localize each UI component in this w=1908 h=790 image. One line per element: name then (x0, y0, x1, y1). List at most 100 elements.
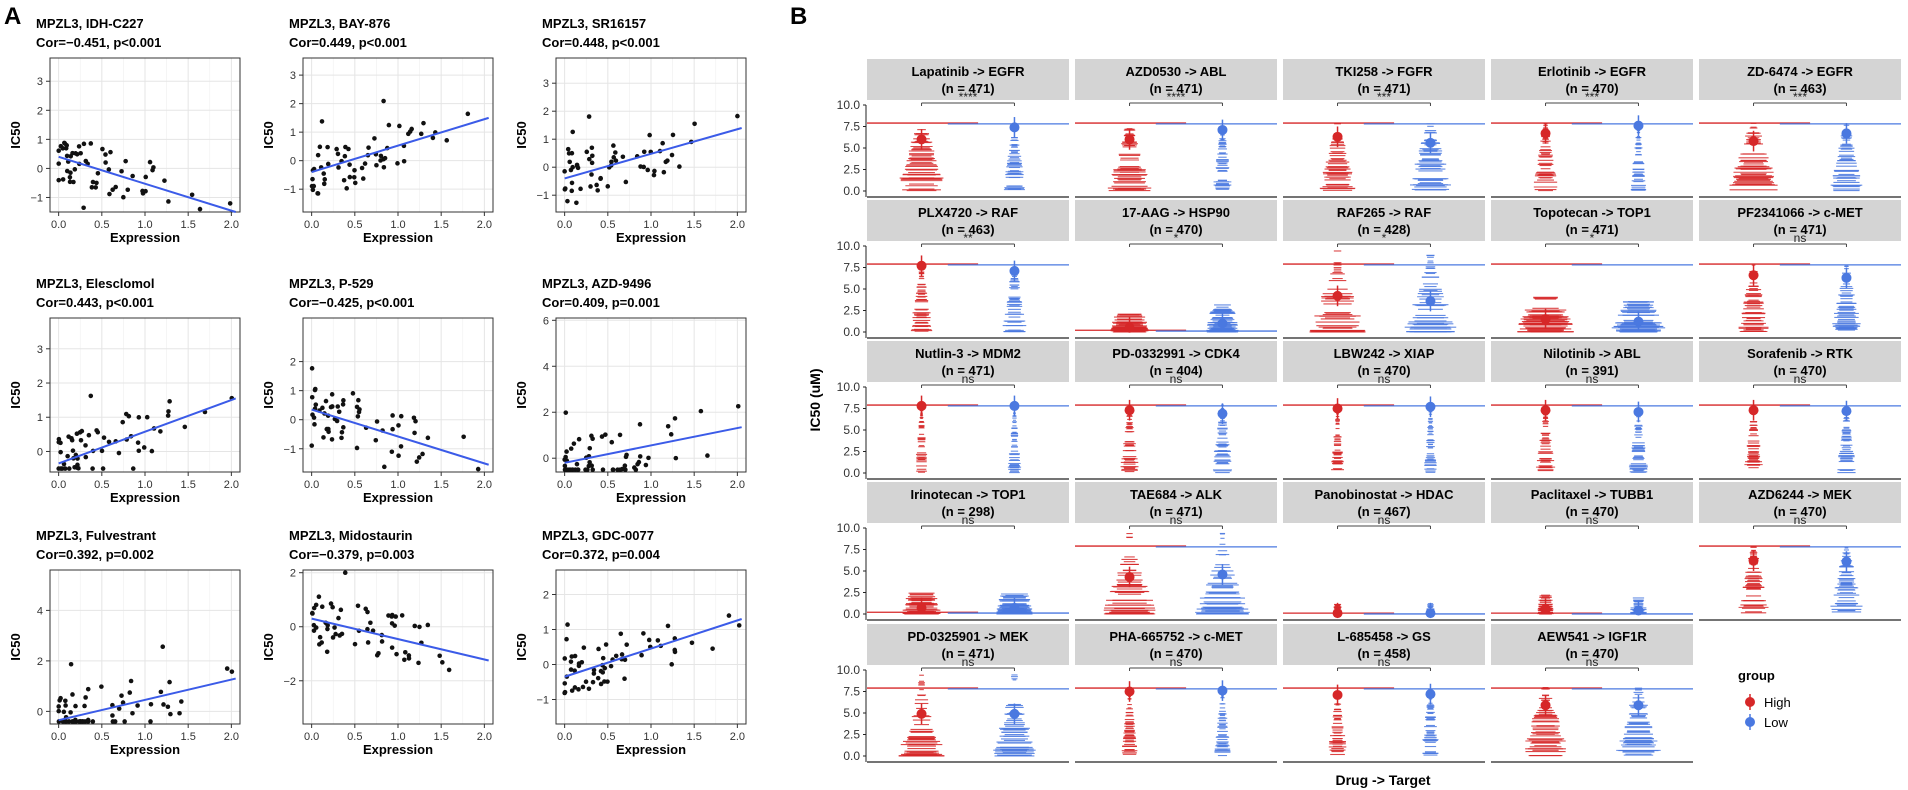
data-point (608, 663, 614, 669)
facet-strip (867, 341, 1069, 382)
x-tick-label: 0.5 (600, 219, 615, 231)
y-tick-label: 2 (290, 568, 296, 580)
data-point (440, 660, 445, 665)
mean-point-high (1124, 322, 1135, 333)
y-tick-label: −1 (283, 444, 296, 456)
drug-facet: Panobinostat -> HDAC (n = 467)ns (1283, 482, 1485, 621)
data-point (72, 465, 77, 470)
x-tick-label: 0.0 (304, 219, 319, 231)
data-point (339, 631, 345, 637)
data-point (446, 667, 452, 673)
facet-n-label: (n = 470) (1773, 504, 1826, 519)
data-point (705, 453, 710, 458)
data-point (569, 688, 575, 693)
y-tick-label: 3 (37, 344, 43, 356)
data-point (60, 146, 66, 151)
scatter-title: MPZL3, IDH-C227 (36, 16, 144, 31)
x-tick-label: 2.0 (477, 479, 492, 491)
facet-n-label: (n = 298) (941, 504, 994, 519)
data-point (313, 402, 319, 407)
data-point (179, 699, 184, 704)
data-point (365, 626, 370, 632)
facet-drug-label: PD-0332991 -> CDK4 (1112, 346, 1240, 361)
data-point (325, 161, 331, 167)
mean-point-low (1633, 605, 1644, 616)
data-point (334, 146, 339, 152)
data-point (413, 418, 418, 424)
data-point (71, 179, 76, 185)
data-point (68, 170, 73, 176)
data-point (564, 467, 569, 473)
data-point (622, 657, 628, 663)
data-point (570, 467, 576, 473)
y-tick-label: 5.0 (843, 564, 860, 578)
data-point (58, 466, 64, 471)
data-point (56, 708, 62, 714)
x-tick-label: 0.0 (51, 731, 66, 743)
data-point (342, 153, 348, 159)
facet-strip (1699, 59, 1901, 100)
facet-n-label: (n = 404) (1149, 363, 1202, 378)
facet-drug-label: RAF265 -> RAF (1337, 205, 1431, 220)
mean-point-high (1332, 689, 1343, 700)
sig-label: ns (1378, 513, 1391, 527)
data-point (74, 431, 80, 437)
y-tick-label: −1 (536, 190, 549, 202)
data-point (735, 403, 741, 409)
sig-label: **** (1167, 90, 1186, 104)
data-point (583, 679, 589, 685)
data-point (224, 666, 230, 671)
data-point (570, 164, 575, 170)
facet-strip (867, 200, 1069, 241)
data-point (336, 615, 341, 621)
x-tick-label: 1.5 (687, 479, 702, 491)
facet-drug-label: Topotecan -> TOP1 (1533, 205, 1651, 220)
data-point (610, 467, 616, 473)
y-tick-label: 10.0 (837, 521, 861, 535)
data-point (373, 437, 379, 443)
data-point (566, 151, 572, 156)
data-point (406, 656, 412, 661)
data-point (149, 448, 155, 454)
data-point (390, 413, 395, 418)
data-point (158, 429, 163, 434)
scatter-plot: MPZL3, SR16157 Cor=0.448, p<0.001 0.0 0.5 1.… (514, 16, 747, 245)
sig-label: ns (1378, 372, 1391, 386)
data-point (62, 140, 67, 146)
data-point (70, 692, 75, 697)
mean-point-high (1540, 405, 1551, 416)
x-tick-label: 0.5 (600, 479, 615, 491)
scatter-title: MPZL3, AZD-9496 (542, 276, 651, 291)
data-point (351, 174, 357, 180)
data-point (58, 449, 63, 455)
y-tick-label: 10.0 (837, 239, 861, 253)
x-tick-label: 2.0 (477, 219, 492, 231)
data-point (588, 184, 593, 189)
y-tick-label: 10.0 (837, 380, 861, 394)
data-point (430, 135, 436, 141)
scatter-plot: MPZL3, IDH-C227 Cor=−0.451, p<0.001 0.0 0.5… (8, 16, 241, 245)
y-tick-label: 5.0 (843, 423, 860, 437)
data-point (576, 436, 582, 442)
drug-facet: TKI258 -> FGFR (n = 471)*** (1283, 59, 1485, 198)
facet-strip (1491, 59, 1693, 100)
facet-drug-label: ZD-6474 -> EGFR (1747, 64, 1853, 79)
data-point (366, 145, 371, 150)
data-point (99, 684, 104, 689)
drug-facet: AZD0530 -> ABL (n = 471)**** (1075, 59, 1277, 198)
y-tick-label: 2 (37, 105, 43, 117)
y-tick-label: 4 (37, 605, 43, 617)
data-point (665, 423, 671, 429)
facet-strip (1283, 624, 1485, 665)
data-point (141, 445, 147, 450)
x-tick-label: 1.5 (181, 731, 196, 743)
x-tick-label: 1.0 (390, 219, 405, 231)
data-point (572, 668, 577, 673)
x-tick-label: 2.0 (224, 731, 239, 743)
data-point (86, 432, 92, 438)
mean-point-low (1009, 602, 1020, 613)
data-point (639, 652, 644, 658)
facet-n-label: (n = 471) (941, 363, 994, 378)
x-axis-label: Expression (363, 742, 433, 757)
data-point (330, 635, 336, 640)
